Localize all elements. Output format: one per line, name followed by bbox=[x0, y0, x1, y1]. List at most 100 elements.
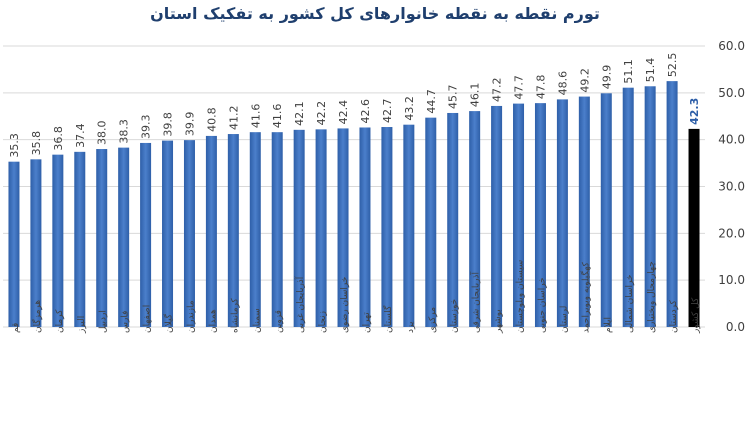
x-tick-label: سیستان وبلوچستان bbox=[516, 260, 526, 333]
data-label: 35.3 bbox=[8, 133, 21, 158]
data-label: 42.1 bbox=[293, 101, 306, 126]
data-label: 39.9 bbox=[183, 112, 196, 137]
x-tick-label: ایلام bbox=[603, 317, 613, 333]
bar bbox=[578, 96, 590, 327]
bar bbox=[447, 112, 459, 327]
data-label: 39.3 bbox=[140, 114, 153, 139]
bar bbox=[666, 81, 678, 327]
bar bbox=[227, 134, 239, 327]
data-label: 38.3 bbox=[118, 119, 131, 144]
data-label: 42.3 bbox=[688, 98, 701, 125]
data-label: 51.1 bbox=[622, 59, 635, 84]
data-label: 42.2 bbox=[315, 101, 328, 126]
data-label: 44.7 bbox=[425, 89, 438, 114]
x-tick-label: خراسان رضوی bbox=[340, 277, 350, 333]
data-label: 42.6 bbox=[359, 99, 372, 124]
bar bbox=[688, 128, 700, 327]
bar bbox=[491, 105, 503, 328]
x-tick-label: فارس bbox=[121, 311, 131, 333]
data-label: 47.8 bbox=[534, 75, 547, 100]
data-label: 41.2 bbox=[227, 106, 240, 131]
data-label: 35.8 bbox=[30, 131, 43, 156]
bar bbox=[622, 87, 634, 327]
data-label: 52.5 bbox=[666, 53, 679, 78]
x-tick-label: هرمزگان bbox=[31, 300, 43, 333]
x-tick-label: گلستان bbox=[382, 305, 394, 333]
data-label: 41.6 bbox=[249, 104, 262, 129]
x-tick-label: چهارمحال وبختیاری bbox=[647, 261, 657, 333]
x-tick-label: اردبیل bbox=[99, 310, 109, 333]
bar bbox=[403, 124, 415, 328]
bar bbox=[271, 132, 283, 327]
bar bbox=[74, 151, 86, 327]
x-tick-label: گیلان bbox=[163, 313, 175, 333]
bar bbox=[30, 159, 42, 327]
bar bbox=[425, 117, 437, 327]
y-tick-label: 10.0 bbox=[718, 273, 745, 287]
x-tick-label: کردستان bbox=[669, 299, 679, 333]
x-tick-label: کل کشور bbox=[691, 297, 701, 334]
bar bbox=[469, 111, 481, 328]
bar bbox=[600, 93, 612, 327]
data-label: 37.4 bbox=[74, 123, 87, 148]
x-tick-label: قزوین bbox=[274, 310, 284, 333]
x-tick-label: اصفهان bbox=[143, 305, 153, 333]
y-tick-label: 50.0 bbox=[718, 86, 745, 100]
data-label: 46.1 bbox=[469, 83, 482, 108]
y-tick-label: 60.0 bbox=[718, 39, 745, 53]
bar bbox=[359, 127, 371, 328]
bar bbox=[556, 99, 568, 327]
x-tick-label: سمنان bbox=[252, 308, 262, 333]
data-label: 48.6 bbox=[556, 71, 569, 96]
x-tick-label: مرکزی bbox=[428, 307, 438, 333]
y-tick-label: 0.0 bbox=[726, 320, 745, 334]
data-label: 51.4 bbox=[644, 58, 657, 83]
bar bbox=[96, 149, 108, 327]
x-tick-label: خراسان شمالی bbox=[625, 274, 635, 333]
bar bbox=[205, 135, 217, 327]
x-tick-label: مازندران bbox=[186, 300, 196, 333]
x-tick-label: لرستان bbox=[559, 306, 569, 333]
x-tick-label: کرمانشاه bbox=[230, 297, 240, 333]
data-label: 40.8 bbox=[205, 107, 218, 132]
bar bbox=[644, 86, 656, 327]
bar bbox=[8, 161, 20, 327]
data-label: 42.7 bbox=[381, 99, 394, 124]
bar bbox=[293, 129, 305, 327]
data-label: 42.4 bbox=[337, 100, 350, 125]
x-tick-label: تهران bbox=[362, 312, 372, 333]
bar bbox=[249, 132, 261, 327]
bar bbox=[118, 147, 130, 327]
x-tick-label: یزد bbox=[406, 321, 416, 333]
x-tick-label: خراسان جنوبی bbox=[537, 277, 547, 333]
x-tick-label: کرمان bbox=[55, 309, 65, 333]
data-label: 41.6 bbox=[271, 104, 284, 129]
data-label: 49.9 bbox=[600, 65, 613, 90]
x-tick-label: آذربایجان غربی bbox=[294, 276, 306, 333]
bar bbox=[162, 140, 174, 327]
bar bbox=[513, 103, 525, 327]
y-tick-label: 40.0 bbox=[718, 133, 745, 147]
bar bbox=[52, 154, 64, 327]
bar bbox=[337, 128, 349, 327]
data-label: 38.0 bbox=[96, 121, 109, 146]
bar bbox=[140, 142, 152, 327]
bar bbox=[315, 129, 327, 327]
x-tick-label: بوشهر bbox=[494, 309, 504, 334]
x-tick-label: کهگیلویه وبویراحمد bbox=[579, 261, 591, 333]
bar bbox=[183, 140, 195, 327]
data-label: 47.7 bbox=[513, 75, 526, 100]
x-tick-label: قم bbox=[11, 323, 21, 333]
data-label: 47.2 bbox=[491, 77, 504, 102]
x-tick-label: خوزستان bbox=[450, 299, 460, 333]
bar bbox=[381, 127, 393, 327]
x-tick-label: همدان bbox=[208, 309, 218, 333]
data-label: 43.2 bbox=[403, 96, 416, 121]
x-tick-label: آذربایجان شرقی bbox=[470, 272, 482, 333]
data-label: 36.8 bbox=[52, 126, 65, 151]
chart-title: تورم نقطه به نقطه خانوارهای کل کشور به ت… bbox=[150, 4, 600, 23]
data-label: 39.8 bbox=[162, 112, 175, 137]
y-tick-label: 20.0 bbox=[718, 226, 745, 240]
data-label: 49.2 bbox=[578, 68, 591, 93]
